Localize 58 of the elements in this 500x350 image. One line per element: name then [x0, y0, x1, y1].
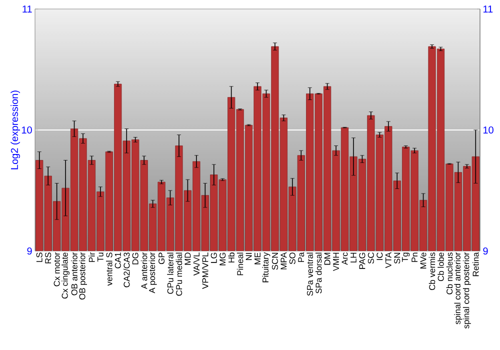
x-tick-label: MD: [184, 252, 191, 265]
x-tick-label: CPu medial: [176, 252, 182, 296]
x-tick-label: RS: [45, 252, 52, 264]
x-tick-label: CA2/CA3: [124, 252, 130, 288]
x-tick-label: SPa ventral: [306, 252, 313, 296]
x-tick-label: MPA: [280, 252, 287, 270]
x-tick-label: Pituitary: [262, 252, 270, 282]
x-tick-label: spinal cord anterior: [454, 252, 462, 324]
x-tick-label: ME: [254, 252, 260, 264]
x-tick-label: CPu lateral: [167, 252, 174, 294]
x-tick-label: CA1: [114, 252, 121, 268]
y2-tick-label: 10: [483, 126, 494, 134]
x-tick-label: Tu: [97, 252, 104, 262]
x-tick-label: spinal cord posterior: [462, 252, 471, 329]
x-tick-label: LG: [210, 252, 217, 263]
x-tick-label: Cx motor: [54, 252, 60, 286]
x-tick-label: OB anterior: [71, 252, 78, 296]
x-tick-label: DM: [324, 252, 330, 265]
y2-tick-label: 9: [483, 247, 488, 255]
x-tick-label: Retina: [472, 252, 479, 276]
y-tick-label: 10: [22, 126, 32, 134]
x-tick-label: LH: [350, 252, 356, 262]
x-tick-label: GP: [158, 252, 165, 264]
x-tick-label: MVe: [420, 252, 426, 269]
y-axis-title: Log2 (expression): [10, 90, 20, 170]
x-tick-label: Tg: [402, 252, 410, 262]
x-tick-label: VPM/VPL: [202, 252, 208, 290]
x-tick-label: Pn: [412, 252, 418, 262]
x-tick-label: SC: [368, 252, 374, 264]
x-tick-label: NI: [246, 252, 252, 260]
x-tick-label: Cb vermis: [428, 252, 436, 290]
y-tick-label: 11: [22, 6, 32, 12]
x-tick-label: SPa dorsal: [315, 252, 322, 294]
x-tick-label: LS: [36, 252, 42, 262]
x-tick-label: SCN: [272, 252, 278, 270]
x-tick-label: VTA: [385, 252, 392, 268]
y2-tick-label: 11: [483, 6, 493, 12]
x-tick-label: Hb: [228, 252, 234, 262]
x-tick-label: Pa: [298, 252, 304, 262]
x-tick-label: OB posterior: [79, 252, 87, 300]
x-tick-label: Cb lobe: [438, 252, 444, 282]
x-tick-label: Cx cingulate: [62, 252, 70, 299]
x-tick-label: SN: [394, 252, 400, 264]
x-tick-label: SO: [289, 252, 296, 264]
y-tick-label: 9: [27, 247, 32, 255]
x-tick-label: VA/VL: [193, 252, 200, 276]
x-tick-label: Arc: [342, 252, 348, 265]
x-tick-label: Pineal: [236, 252, 244, 276]
x-tick-label: MG: [220, 252, 226, 266]
x-tick-label: A anterior: [140, 252, 148, 290]
x-tick-label: IC: [376, 252, 383, 260]
x-tick-label: PAG: [359, 252, 366, 269]
x-tick-label: Pir: [88, 252, 95, 262]
x-tick-label: DG: [132, 252, 138, 264]
x-tick-label: A posterior: [148, 252, 157, 294]
x-tick-label: VMH: [333, 252, 339, 272]
x-tick-label: Cb nucleus: [446, 252, 453, 294]
x-tick-label: ventral S: [106, 252, 112, 286]
